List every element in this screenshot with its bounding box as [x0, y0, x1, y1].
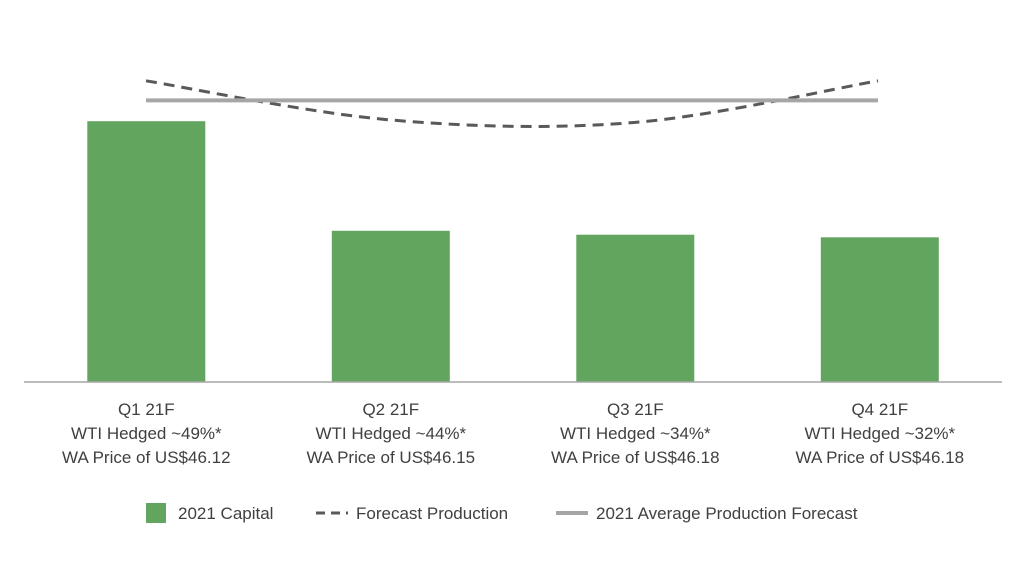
hedged-note-label: WTI Hedged ~34%*	[560, 424, 711, 443]
bar-q2-21f	[331, 230, 450, 382]
bar-q4-21f	[820, 237, 939, 382]
price-note-label: WA Price of US$46.15	[307, 448, 476, 467]
category-label: Q1 21F	[118, 400, 175, 419]
price-note-label: WA Price of US$46.18	[796, 448, 965, 467]
bars-group	[87, 121, 939, 382]
price-note-label: WA Price of US$46.12	[62, 448, 231, 467]
forecast-production-line	[145, 79, 879, 128]
legend-capital-swatch	[146, 503, 166, 523]
category-labels: Q1 21F WTI Hedged ~49%* WA Price of US$46.…	[62, 400, 964, 467]
legend-average-production-forecast-label: 2021 Average Production Forecast	[596, 504, 858, 523]
hedged-note-label: WTI Hedged ~44%*	[315, 424, 466, 443]
legend: 2021 Capital Forecast Production 2021 Aver…	[146, 503, 858, 523]
legend-capital-label: 2021 Capital	[178, 504, 273, 523]
hedged-note-label: WTI Hedged ~49%*	[71, 424, 222, 443]
category-label: Q4 21F	[851, 400, 908, 419]
lines-group	[145, 79, 879, 128]
legend-forecast-production-label: Forecast Production	[356, 504, 508, 523]
category-label: Q2 21F	[362, 400, 419, 419]
hedged-note-label: WTI Hedged ~32%*	[804, 424, 955, 443]
price-note-label: WA Price of US$46.18	[551, 448, 720, 467]
category-label: Q3 21F	[607, 400, 664, 419]
bar-q3-21f	[576, 234, 695, 382]
bar-q1-21f	[87, 121, 206, 382]
